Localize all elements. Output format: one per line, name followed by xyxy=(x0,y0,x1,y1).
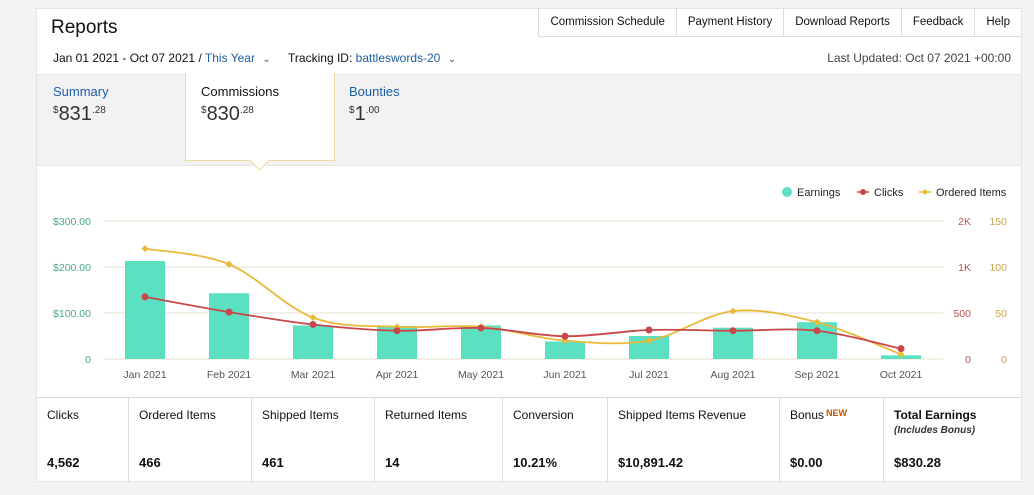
ordered-items-point xyxy=(225,260,233,268)
tab-bounties-label: Bounties xyxy=(349,84,400,99)
y-left-tick-label: $200.00 xyxy=(53,262,91,274)
new-badge: NEW xyxy=(826,408,848,418)
stats-row: Clicks 4,562 Ordered Items 466 Shipped I… xyxy=(37,397,1021,482)
x-tick-label: Jun 2021 xyxy=(543,369,586,381)
ordered-items-line xyxy=(144,247,902,356)
tab-commissions-label: Commissions xyxy=(201,84,280,99)
tab-summary-label: Summary xyxy=(53,84,109,99)
earnings-bar xyxy=(125,261,165,359)
legend-earnings-icon xyxy=(782,187,792,197)
page-title: Reports xyxy=(51,17,118,38)
y-right2-tick-label: 50 xyxy=(995,308,1007,320)
ordered-items-point xyxy=(645,337,653,345)
legend-clicks-label: Clicks xyxy=(874,187,904,199)
x-tick-label: Jul 2021 xyxy=(629,369,669,381)
y-right1-tick-label: 500 xyxy=(953,308,971,320)
tab-summary-value: $831.28 xyxy=(53,103,106,125)
y-right2-tick-label: 0 xyxy=(1001,354,1007,366)
filter-bar: Jan 01 2021 - Oct 07 2021 / This Year ⌄ … xyxy=(53,51,456,65)
x-tick-label: Jan 2021 xyxy=(123,369,166,381)
help-link[interactable]: Help xyxy=(986,16,1010,28)
download-reports-link[interactable]: Download Reports xyxy=(784,9,902,36)
chart-container: 0 0 0 $100.00 500 50 $200.00 1K 100 $300.00 2K 150 J… xyxy=(37,167,1021,400)
clicks-point xyxy=(225,308,233,316)
legend-ordered-diamond xyxy=(922,189,928,195)
tab-summary[interactable]: Summary $831.28 xyxy=(53,84,109,126)
stat-conversion: Conversion 10.21% xyxy=(503,398,608,482)
clicks-point xyxy=(645,326,653,334)
feedback-link[interactable]: Feedback xyxy=(902,9,976,36)
y-left-tick-label: $100.00 xyxy=(53,308,91,320)
ordered-items-point xyxy=(897,350,905,358)
x-tick-label: Feb 2021 xyxy=(207,369,252,381)
clicks-point xyxy=(141,293,149,301)
tab-commissions[interactable]: Commissions $830.28 xyxy=(201,84,279,126)
clicks-point xyxy=(393,327,401,335)
clicks-point xyxy=(309,321,317,328)
stat-bonus: Bonus NEW $0.00 xyxy=(780,398,884,482)
stat-returned-items: Returned Items 14 xyxy=(375,398,503,482)
clicks-point xyxy=(561,332,569,340)
y-right1-tick-label: 2K xyxy=(958,216,971,228)
clicks-point xyxy=(729,327,737,335)
payment-history-link[interactable]: Payment History xyxy=(677,9,785,36)
tab-bounties[interactable]: Bounties $1.00 xyxy=(349,84,400,126)
top-nav: Commission Schedule Payment History Down… xyxy=(538,9,1021,37)
date-separator: / xyxy=(198,51,202,65)
tab-bounties-value: $1.00 xyxy=(349,103,380,125)
period-selector[interactable]: This Year xyxy=(204,51,255,65)
stat-shipped-items: Shipped Items 461 xyxy=(252,398,375,482)
active-tab-highlight xyxy=(185,73,335,161)
x-tick-label: Sep 2021 xyxy=(795,369,840,381)
earnings-bar xyxy=(545,341,585,359)
clicks-point xyxy=(477,324,485,332)
legend-earnings-label: Earnings xyxy=(797,187,841,199)
y-right2-tick-label: 100 xyxy=(989,262,1007,274)
stat-ordered-items: Ordered Items 466 xyxy=(129,398,252,482)
y-right2-tick-label: 150 xyxy=(989,216,1007,228)
chevron-down-icon[interactable]: ⌄ xyxy=(447,54,457,65)
commission-schedule-link[interactable]: Commission Schedule xyxy=(539,9,677,36)
earnings-chart: 0 0 0 $100.00 500 50 $200.00 1K 100 $300.00 2K 150 J… xyxy=(53,187,1007,381)
tracking-id-selector[interactable]: battleswords-20 xyxy=(355,51,441,65)
stat-clicks: Clicks 4,562 xyxy=(37,398,129,482)
ordered-items-point xyxy=(729,307,737,315)
tab-commissions-value: $830.28 xyxy=(201,103,254,125)
stat-total-earnings: Total Earnings (Includes Bonus) $830.28 xyxy=(894,408,977,470)
x-tick-label: May 2021 xyxy=(458,369,504,381)
reports-panel: Reports Commission Schedule Payment Hist… xyxy=(36,8,1022,482)
y-right1-tick-label: 1K xyxy=(958,262,971,274)
x-tick-label: Mar 2021 xyxy=(291,369,336,381)
clicks-point xyxy=(813,327,821,335)
x-tick-label: Aug 2021 xyxy=(711,369,756,381)
earnings-bar xyxy=(209,293,249,359)
date-range: Jan 01 2021 - Oct 07 2021 xyxy=(53,51,196,65)
legend-clicks-dot xyxy=(860,189,866,195)
ordered-items-point xyxy=(813,318,821,326)
x-tick-label: Apr 2021 xyxy=(376,369,419,381)
tracking-label: Tracking ID: xyxy=(288,51,353,65)
x-tick-label: Oct 2021 xyxy=(880,369,923,381)
ordered-items-point xyxy=(309,314,317,322)
legend-ordered-label: Ordered Items xyxy=(936,187,1007,199)
last-updated: Last Updated: Oct 07 2021 +00:00 xyxy=(827,51,1011,65)
y-left-tick-label: 0 xyxy=(85,354,91,366)
earnings-bar xyxy=(293,325,333,359)
clicks-point xyxy=(897,345,905,353)
y-right1-tick-label: 0 xyxy=(965,354,971,366)
chevron-down-icon[interactable]: ⌄ xyxy=(262,54,271,65)
stat-shipped-revenue: Shipped Items Revenue $10,891.42 xyxy=(608,398,780,482)
ordered-items-point xyxy=(141,245,149,253)
y-left-tick-label: $300.00 xyxy=(53,216,91,228)
clicks-line xyxy=(144,296,902,350)
